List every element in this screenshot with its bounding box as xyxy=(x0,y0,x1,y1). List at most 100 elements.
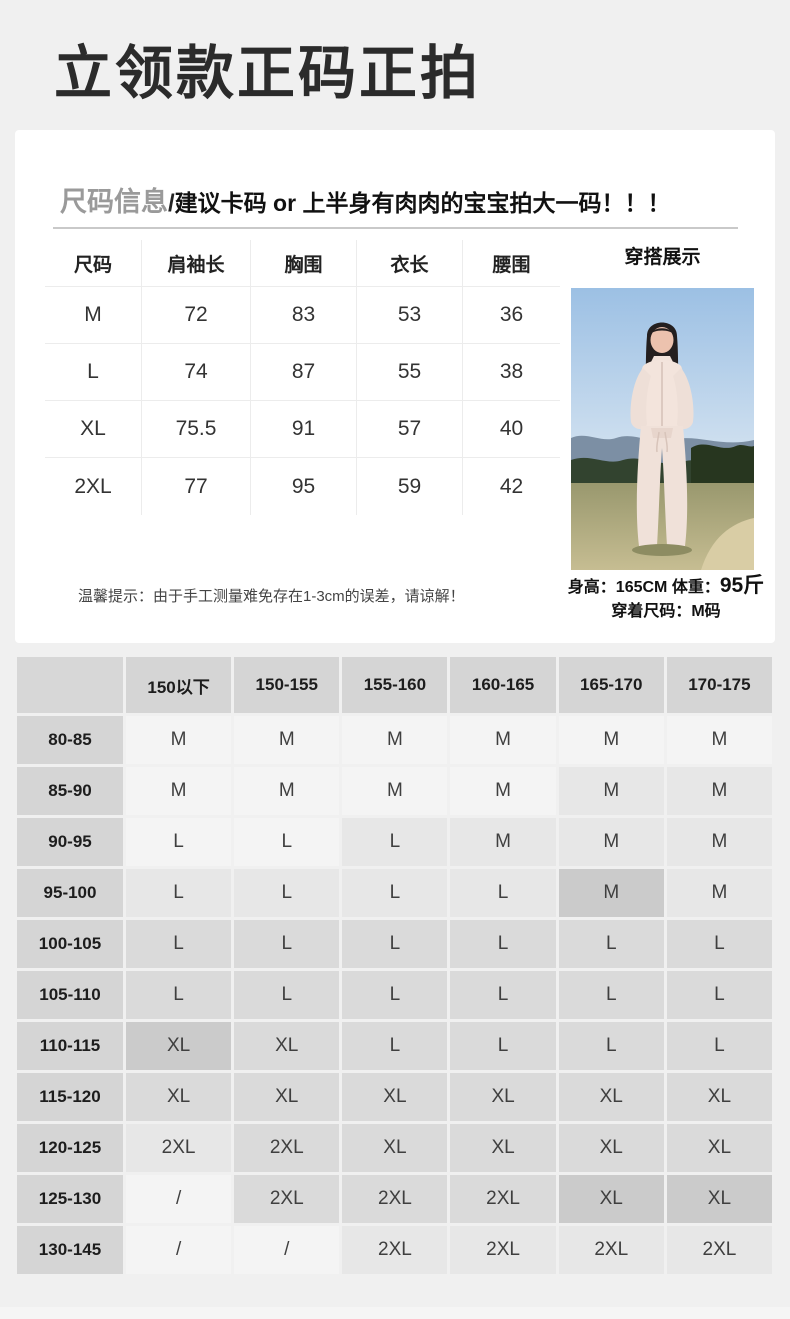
size-table-value-cell: 36 xyxy=(463,287,560,344)
matrix-size-cell: XL xyxy=(666,1073,772,1121)
matrix-size-cell: L xyxy=(342,920,448,968)
matrix-size-cell: L xyxy=(558,971,664,1019)
matrix-size-cell: XL xyxy=(342,1124,448,1172)
size-table-value-cell: 83 xyxy=(251,287,357,344)
matrix-size-cell: XL xyxy=(234,1073,340,1121)
bottom-strip xyxy=(0,1307,790,1319)
matrix-size-cell: L xyxy=(666,920,772,968)
matrix-size-cell: XL xyxy=(558,1175,664,1223)
size-info-card: 尺码信息/建议卡码 or 上半身有肉肉的宝宝拍大一码！！！ 尺码 肩袖长 胸围 衣长腰… xyxy=(15,130,775,643)
matrix-size-cell: M xyxy=(558,869,664,917)
matrix-height-header: 150-155 xyxy=(234,657,340,713)
matrix-height-header: 150以下 xyxy=(126,657,232,713)
size-table-value-cell: 55 xyxy=(357,344,463,401)
size-table-size-cell: M xyxy=(45,287,142,344)
matrix-size-cell: 2XL xyxy=(450,1226,556,1274)
matrix-size-cell: 2XL xyxy=(342,1175,448,1223)
size-table-value-cell: 87 xyxy=(251,344,357,401)
matrix-size-cell: XL xyxy=(126,1073,232,1121)
matrix-weight-label: 90-95 xyxy=(17,818,123,866)
size-table-header-cell: 胸围 xyxy=(251,240,357,287)
size-table-value-cell: 53 xyxy=(357,287,463,344)
matrix-size-cell: M xyxy=(558,818,664,866)
size-table-value-cell: 38 xyxy=(463,344,560,401)
height-weight-size-matrix: 150以下 150-155 155-160 160-165 165-170 170-175… xyxy=(17,657,772,1274)
model-photo-illustration xyxy=(571,288,754,570)
matrix-size-cell: M xyxy=(666,767,772,815)
size-table-header-cell: 肩袖长 xyxy=(142,240,251,287)
matrix-size-cell: 2XL xyxy=(126,1124,232,1172)
matrix-size-cell: M xyxy=(450,818,556,866)
model-wearing-size: 穿着尺码：M码 xyxy=(611,603,721,620)
matrix-size-cell: 2XL xyxy=(234,1175,340,1223)
model-photo xyxy=(571,288,754,570)
size-table-value-cell: 77 xyxy=(142,458,251,515)
matrix-size-cell: L xyxy=(450,920,556,968)
matrix-size-cell: L xyxy=(234,869,340,917)
size-table-header-cell: 衣长 xyxy=(357,240,463,287)
size-table-value-cell: 95 xyxy=(251,458,357,515)
matrix-size-cell: XL xyxy=(666,1124,772,1172)
matrix-height-header: 165-170 xyxy=(558,657,664,713)
matrix-weight-label: 115-120 xyxy=(17,1073,123,1121)
matrix-size-cell: 2XL xyxy=(342,1226,448,1274)
matrix-weight-label: 100-105 xyxy=(17,920,123,968)
matrix-weight-label: 110-115 xyxy=(17,1022,123,1070)
size-table-header-cell: 腰围 xyxy=(463,240,560,287)
matrix-height-header: 155-160 xyxy=(342,657,448,713)
matrix-size-cell: L xyxy=(342,971,448,1019)
matrix-size-cell: L xyxy=(126,971,232,1019)
matrix-corner-cell xyxy=(17,657,123,713)
matrix-size-cell: L xyxy=(234,971,340,1019)
matrix-size-cell: L xyxy=(126,869,232,917)
matrix-size-cell: XL xyxy=(558,1124,664,1172)
matrix-size-cell: M xyxy=(126,716,232,764)
matrix-size-cell: L xyxy=(666,1022,772,1070)
heading-advice: 建议卡码 or 上半身有肉肉的宝宝拍大一码！！！ xyxy=(174,190,671,216)
size-table-value-cell: 74 xyxy=(142,344,251,401)
matrix-size-cell: M xyxy=(126,767,232,815)
matrix-size-cell: L xyxy=(342,869,448,917)
matrix-size-cell: / xyxy=(126,1175,232,1223)
matrix-size-cell: XL xyxy=(558,1073,664,1121)
size-table-size-cell: L xyxy=(45,344,142,401)
matrix-size-cell: XL xyxy=(126,1022,232,1070)
matrix-size-cell: XL xyxy=(450,1073,556,1121)
matrix-weight-label: 125-130 xyxy=(17,1175,123,1223)
page-title: 立领款正码正拍 xyxy=(54,41,482,106)
size-table-value-cell: 75.5 xyxy=(142,401,251,458)
matrix-size-cell: XL xyxy=(234,1022,340,1070)
matrix-size-cell: M xyxy=(558,716,664,764)
matrix-size-cell: XL xyxy=(666,1175,772,1223)
size-table-value-cell: 59 xyxy=(357,458,463,515)
measure-tolerance-note: 温馨提示：由于手工测量难免存在1-3cm的误差，请谅解！ xyxy=(78,588,465,605)
matrix-weight-label: 120-125 xyxy=(17,1124,123,1172)
size-table-value-cell: 40 xyxy=(463,401,560,458)
matrix-size-cell: M xyxy=(450,767,556,815)
matrix-size-cell: 2XL xyxy=(450,1175,556,1223)
matrix-size-cell: L xyxy=(558,1022,664,1070)
matrix-weight-label: 95-100 xyxy=(17,869,123,917)
matrix-size-cell: M xyxy=(342,716,448,764)
matrix-size-cell: L xyxy=(666,971,772,1019)
matrix-size-cell: L xyxy=(450,869,556,917)
matrix-size-cell: L xyxy=(450,1022,556,1070)
matrix-size-cell: L xyxy=(234,920,340,968)
size-measure-table: 尺码 肩袖长 胸围 衣长 腰围 M 72 83 53 36 L 74 87 55 38 XL 75.5 91 57 4… xyxy=(45,240,560,515)
matrix-size-cell: L xyxy=(126,920,232,968)
matrix-size-cell: M xyxy=(342,767,448,815)
matrix-weight-label: 85-90 xyxy=(17,767,123,815)
matrix-size-cell: M xyxy=(666,818,772,866)
matrix-size-cell: / xyxy=(234,1226,340,1274)
matrix-size-cell: 2XL xyxy=(558,1226,664,1274)
matrix-height-header: 170-175 xyxy=(666,657,772,713)
matrix-size-cell: L xyxy=(342,1022,448,1070)
heading-label: 尺码信息 xyxy=(60,187,168,217)
heading-divider xyxy=(53,227,738,229)
matrix-size-cell: M xyxy=(666,869,772,917)
size-table-size-cell: XL xyxy=(45,401,142,458)
matrix-size-cell: / xyxy=(126,1226,232,1274)
size-table-header-cell: 尺码 xyxy=(45,240,142,287)
matrix-size-cell: M xyxy=(666,716,772,764)
model-height-weight: 身高：165CM 体重：95斤 xyxy=(567,574,765,597)
